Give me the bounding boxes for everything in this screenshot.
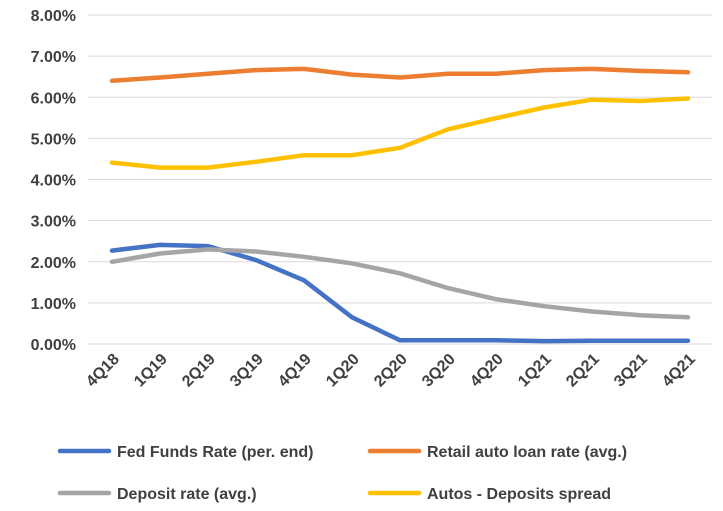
- y-tick-label: 5.00%: [31, 131, 76, 148]
- x-tick-label: 1Q19: [131, 351, 171, 391]
- x-tick-label: 2Q20: [371, 351, 411, 391]
- x-tick-label: 1Q20: [323, 351, 363, 391]
- y-tick-label: 6.00%: [31, 90, 76, 107]
- legend-label: Fed Funds Rate (per. end): [117, 444, 313, 461]
- series-line-4: [109, 96, 691, 170]
- legend-label: Retail auto loan rate (avg.): [427, 444, 627, 461]
- x-tick-label: 2Q19: [179, 351, 219, 391]
- y-tick-label: 0.00%: [31, 337, 76, 354]
- gridlines: [88, 14, 712, 345]
- x-axis-tick-labels: 4Q18 1Q19 2Q19 3Q19 4Q19 1Q20 2Q20 3Q20 4Q20 1Q21…: [83, 351, 699, 391]
- y-axis-tick-labels: 0.00% 1.00% 2.00% 3.00% 4.00% 5.00% 6.00% 7.00%…: [31, 8, 76, 354]
- x-tick-label: 4Q19: [275, 351, 315, 391]
- y-tick-label: 8.00%: [31, 8, 76, 25]
- series-lines: [109, 66, 691, 344]
- y-tick-label: 7.00%: [31, 49, 76, 66]
- y-tick-label: 4.00%: [31, 173, 76, 190]
- y-tick-label: 2.00%: [31, 255, 76, 272]
- series-line-3: [109, 247, 691, 320]
- x-tick-label: 2Q21: [563, 351, 603, 391]
- x-tick-label: 4Q20: [467, 351, 507, 391]
- y-tick-label: 1.00%: [31, 296, 76, 313]
- x-tick-label: 3Q19: [227, 351, 267, 391]
- legend: Fed Funds Rate (per. end) Retail auto loa…: [57, 444, 627, 503]
- x-tick-label: 3Q20: [419, 351, 459, 391]
- legend-label: Deposit rate (avg.): [117, 486, 257, 503]
- x-tick-label: 4Q18: [83, 351, 123, 391]
- series-line-1: [109, 242, 691, 344]
- x-tick-label: 4Q21: [659, 351, 699, 391]
- x-tick-label: 1Q21: [515, 351, 555, 391]
- legend-label: Autos - Deposits spread: [427, 486, 611, 503]
- x-tick-label: 3Q21: [611, 351, 651, 391]
- series-line-2: [109, 66, 691, 84]
- y-tick-label: 3.00%: [31, 214, 76, 231]
